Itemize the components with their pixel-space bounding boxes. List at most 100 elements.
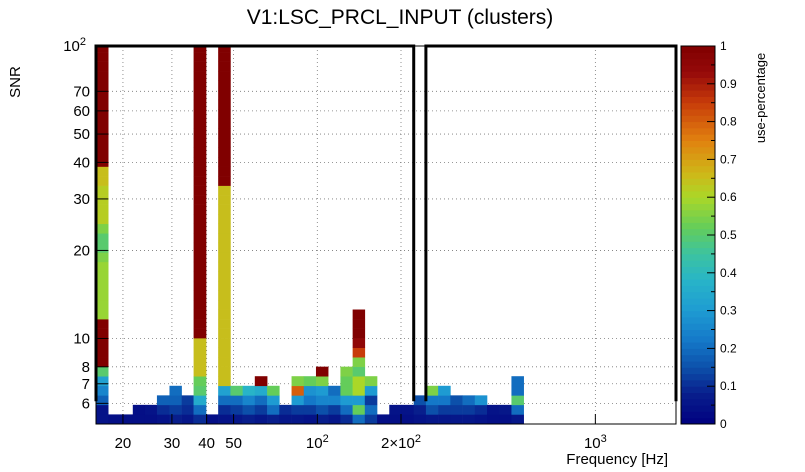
heatmap-cell <box>425 404 439 415</box>
heatmap-cell <box>96 328 109 339</box>
heatmap-cell <box>364 414 378 425</box>
heatmap-cell <box>218 347 231 358</box>
heatmap-cell <box>193 309 207 320</box>
axes-frame <box>95 45 677 425</box>
colorbar-band <box>681 247 715 255</box>
heatmap-cell <box>96 109 109 120</box>
heatmap-cell <box>462 395 476 406</box>
colorbar-band <box>681 386 715 393</box>
heatmap-cell <box>96 185 109 196</box>
y-tick-label: 8 <box>82 359 90 376</box>
heatmap-cell <box>96 52 109 62</box>
heatmap-cell <box>352 347 366 358</box>
heatmap-cell <box>377 414 390 425</box>
heatmap-cell <box>218 118 231 129</box>
heatmap-cell <box>254 404 268 415</box>
heatmap-cell <box>96 261 109 272</box>
colorbar-band <box>681 310 715 318</box>
heatmap-cell <box>96 204 109 215</box>
colorbar-band <box>681 109 715 116</box>
heatmap-cell <box>193 366 207 377</box>
heatmap-cell <box>193 157 207 167</box>
colorbar-band <box>681 64 715 72</box>
heatmap-cell <box>242 395 256 406</box>
colorbar-band <box>681 46 715 53</box>
heatmap-cell <box>487 414 500 425</box>
colorbar-tick-label: 0.1 <box>720 379 737 393</box>
heatmap-cell <box>450 395 463 406</box>
heatmap-cell <box>193 233 207 244</box>
colorbar-tick-label: 0.7 <box>720 152 737 166</box>
heatmap-cell <box>511 376 524 387</box>
heatmap-cell <box>352 404 366 415</box>
y-axis-label: SNR <box>7 66 24 98</box>
heatmap-cell <box>193 338 207 348</box>
heatmap-cell <box>193 252 207 263</box>
colorbar-band <box>681 316 715 324</box>
heatmap-cell <box>96 166 109 177</box>
heatmap-cell <box>181 404 194 415</box>
heatmap-cell <box>96 71 109 82</box>
heatmap-cell <box>96 271 109 282</box>
x-tick-label: 50 <box>225 435 242 452</box>
colorbar-tick-label: 0.4 <box>720 266 737 280</box>
colorbar-band <box>681 329 715 337</box>
heatmap-cell <box>364 404 378 415</box>
heatmap-cell <box>218 366 231 377</box>
heatmap-cell <box>352 309 366 320</box>
heatmap-cell <box>230 414 243 425</box>
heatmap-cell <box>218 385 231 396</box>
colorbar-band <box>681 398 715 406</box>
heatmap-cell <box>218 157 231 167</box>
heatmap-cell <box>218 233 231 244</box>
heatmap-cell <box>218 214 231 225</box>
heatmap-cell <box>487 404 500 415</box>
heatmap-cell <box>96 376 109 387</box>
heatmap-cell <box>169 404 182 415</box>
heatmap-cell <box>328 404 341 415</box>
heatmap-cell <box>218 271 231 282</box>
heatmap-cell <box>340 385 353 396</box>
heatmap-cell <box>193 118 207 129</box>
heatmap-cells <box>96 46 524 425</box>
colorbar-band <box>681 90 715 97</box>
heatmap-cell <box>218 61 231 72</box>
heatmap-cell <box>156 414 170 425</box>
heatmap-cell <box>218 223 231 234</box>
heatmap-cell <box>193 328 207 339</box>
colorbar-band <box>681 115 715 123</box>
heatmap-cell <box>218 404 231 415</box>
heatmap-cell <box>193 61 207 72</box>
colorbar-band <box>681 83 715 91</box>
heatmap-cell <box>511 395 524 406</box>
heatmap-cell <box>156 404 170 415</box>
heatmap-cell <box>96 61 109 72</box>
heatmap-cell <box>193 80 207 91</box>
x-tick-label: 20 <box>115 435 132 452</box>
heatmap-cell <box>218 252 231 263</box>
colorbar-band <box>681 354 715 362</box>
heatmap-cell <box>218 328 231 339</box>
heatmap-cell <box>462 414 476 425</box>
heatmap-cell <box>96 366 109 377</box>
heatmap-cell <box>193 90 207 101</box>
heatmap-cell <box>389 414 402 425</box>
heatmap-cell <box>193 261 207 272</box>
colorbar-tick-label: 0.8 <box>720 115 737 129</box>
heatmap-cell <box>96 252 109 263</box>
heatmap-cell <box>181 395 194 406</box>
heatmap-cell <box>218 128 231 139</box>
heatmap-cell <box>499 414 512 425</box>
heatmap-cell <box>291 404 305 415</box>
colorbar-band <box>681 184 715 192</box>
heatmap-cell <box>315 404 329 415</box>
heatmap-cell <box>218 309 231 320</box>
heatmap-cell <box>328 414 341 425</box>
heatmap-cell <box>413 414 427 425</box>
heatmap-cell <box>218 357 231 367</box>
colorbar-band <box>681 373 715 381</box>
heatmap-cell <box>511 414 524 425</box>
heatmap-cell <box>96 280 109 291</box>
colorbar-band <box>681 342 715 349</box>
colorbar-band <box>681 335 715 343</box>
